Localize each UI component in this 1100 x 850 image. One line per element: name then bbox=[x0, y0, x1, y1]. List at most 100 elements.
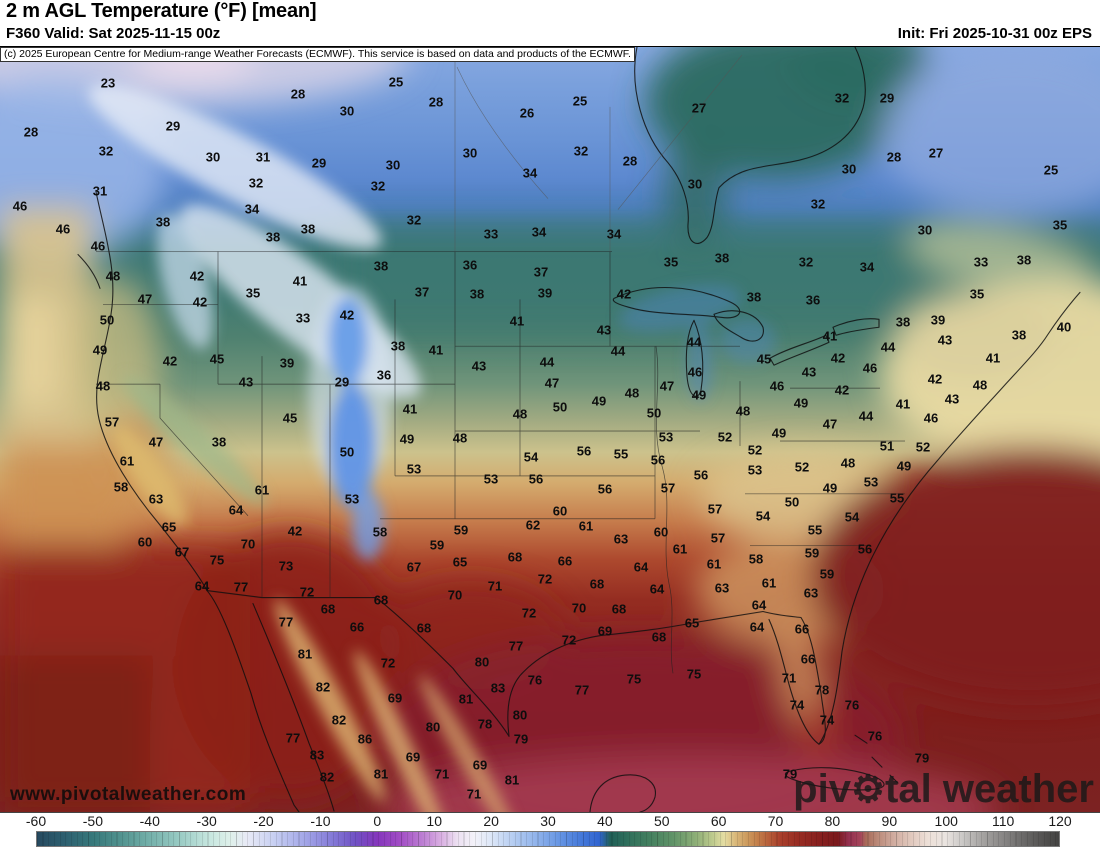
temp-label: 61 bbox=[672, 541, 688, 557]
temp-label: 68 bbox=[320, 601, 336, 617]
temp-label: 50 bbox=[552, 399, 568, 415]
temp-label: 71 bbox=[466, 786, 482, 802]
temp-label: 59 bbox=[804, 545, 820, 561]
temp-label: 23 bbox=[100, 75, 116, 91]
temp-label: 46 bbox=[90, 238, 106, 254]
colorbar: -60 -50 -40 -30 -20 -10 0 10 20 30 40 50 60 70 80 90 100… bbox=[0, 813, 1100, 850]
temp-label: 47 bbox=[822, 416, 838, 432]
temp-label: 38 bbox=[300, 221, 316, 237]
temp-label: 41 bbox=[292, 273, 308, 289]
province-borders bbox=[454, 47, 743, 252]
temp-label: 70 bbox=[240, 536, 256, 552]
temp-label: 54 bbox=[755, 508, 771, 524]
temp-label: 64 bbox=[751, 597, 767, 613]
temp-label: 52 bbox=[915, 439, 931, 455]
temp-label: 38 bbox=[714, 250, 730, 266]
temp-label: 79 bbox=[914, 750, 930, 766]
temp-label: 49 bbox=[822, 480, 838, 496]
temp-label: 43 bbox=[937, 332, 953, 348]
logo-text-right: tal weather bbox=[885, 767, 1094, 812]
temp-label: 70 bbox=[447, 587, 463, 603]
temp-label: 52 bbox=[794, 459, 810, 475]
colorbar-tick: 90 bbox=[881, 813, 898, 829]
init-time: Init: Fri 2025-10-31 00z EPS bbox=[897, 25, 1092, 42]
temp-label: 75 bbox=[209, 552, 225, 568]
temp-label: 34 bbox=[244, 201, 260, 217]
temp-label: 48 bbox=[512, 406, 528, 422]
temp-label: 31 bbox=[255, 149, 271, 165]
temp-label: 49 bbox=[771, 425, 787, 441]
temp-label: 28 bbox=[428, 94, 444, 110]
temp-label: 32 bbox=[370, 178, 386, 194]
colorbar-tick: 80 bbox=[824, 813, 841, 829]
temp-label: 68 bbox=[507, 549, 523, 565]
gear-icon: ⚙ bbox=[850, 769, 886, 812]
temp-label: 66 bbox=[349, 619, 365, 635]
temp-label: 41 bbox=[428, 342, 444, 358]
temp-label: 56 bbox=[693, 467, 709, 483]
temp-label: 28 bbox=[23, 124, 39, 140]
temp-label: 72 bbox=[380, 655, 396, 671]
temp-label: 64 bbox=[633, 559, 649, 575]
temp-label: 52 bbox=[747, 442, 763, 458]
temp-label: 81 bbox=[504, 772, 520, 788]
temp-label: 33 bbox=[295, 310, 311, 326]
temp-label: 63 bbox=[803, 585, 819, 601]
temp-label: 64 bbox=[649, 581, 665, 597]
temp-label: 67 bbox=[406, 559, 422, 575]
temp-label: 40 bbox=[1056, 319, 1072, 335]
temp-label: 42 bbox=[189, 268, 205, 284]
temp-label: 38 bbox=[265, 229, 281, 245]
temp-label: 53 bbox=[406, 461, 422, 477]
colorbar-tick: 70 bbox=[767, 813, 784, 829]
temp-label: 55 bbox=[613, 446, 629, 462]
colorbar-tick: -50 bbox=[82, 813, 103, 829]
temp-label: 82 bbox=[319, 769, 335, 785]
valid-time: F360 Valid: Sat 2025-11-15 00z bbox=[6, 25, 221, 42]
temp-label: 86 bbox=[357, 731, 373, 747]
temp-label: 44 bbox=[858, 408, 874, 424]
temp-label: 42 bbox=[927, 371, 943, 387]
temp-label: 58 bbox=[372, 524, 388, 540]
temp-label: 50 bbox=[784, 494, 800, 510]
temp-label: 27 bbox=[691, 100, 707, 116]
temp-label: 47 bbox=[148, 434, 164, 450]
temp-label: 35 bbox=[663, 254, 679, 270]
temp-label: 67 bbox=[174, 544, 190, 560]
temp-label: 69 bbox=[472, 757, 488, 773]
colorbar-tick: -40 bbox=[139, 813, 160, 829]
temp-label: 63 bbox=[613, 531, 629, 547]
temp-label: 35 bbox=[1052, 217, 1068, 233]
temp-label: 41 bbox=[822, 328, 838, 344]
temp-label: 46 bbox=[12, 198, 28, 214]
temp-label: 61 bbox=[761, 575, 777, 591]
temp-label: 60 bbox=[137, 534, 153, 550]
temp-label: 26 bbox=[519, 105, 535, 121]
temp-label: 28 bbox=[290, 86, 306, 102]
temp-label: 48 bbox=[840, 455, 856, 471]
colorbar-tick: 10 bbox=[426, 813, 443, 829]
colorbar-tick-labels: -60 -50 -40 -30 -20 -10 0 10 20 30 40 50 60 70 80 90 100… bbox=[26, 813, 1072, 830]
watermark-url: www.pivotalweather.com bbox=[10, 784, 247, 805]
temp-label: 46 bbox=[687, 364, 703, 380]
temp-label: 69 bbox=[387, 690, 403, 706]
temp-label: 53 bbox=[483, 471, 499, 487]
temp-label: 65 bbox=[452, 554, 468, 570]
temp-label: 33 bbox=[483, 226, 499, 242]
logo-text-left: piv bbox=[793, 767, 851, 812]
temp-label: 71 bbox=[781, 670, 797, 686]
temp-label: 27 bbox=[928, 145, 944, 161]
temp-label: 43 bbox=[238, 374, 254, 390]
temp-label: 61 bbox=[706, 556, 722, 572]
temp-label: 46 bbox=[923, 410, 939, 426]
temp-label: 72 bbox=[537, 571, 553, 587]
temp-label: 72 bbox=[521, 605, 537, 621]
temp-label: 34 bbox=[522, 165, 538, 181]
temp-label: 35 bbox=[245, 285, 261, 301]
temp-label: 48 bbox=[735, 403, 751, 419]
temp-label: 80 bbox=[425, 719, 441, 735]
temp-label: 36 bbox=[462, 257, 478, 273]
temp-label: 28 bbox=[886, 149, 902, 165]
temp-label: 76 bbox=[867, 728, 883, 744]
temp-label: 38 bbox=[390, 338, 406, 354]
